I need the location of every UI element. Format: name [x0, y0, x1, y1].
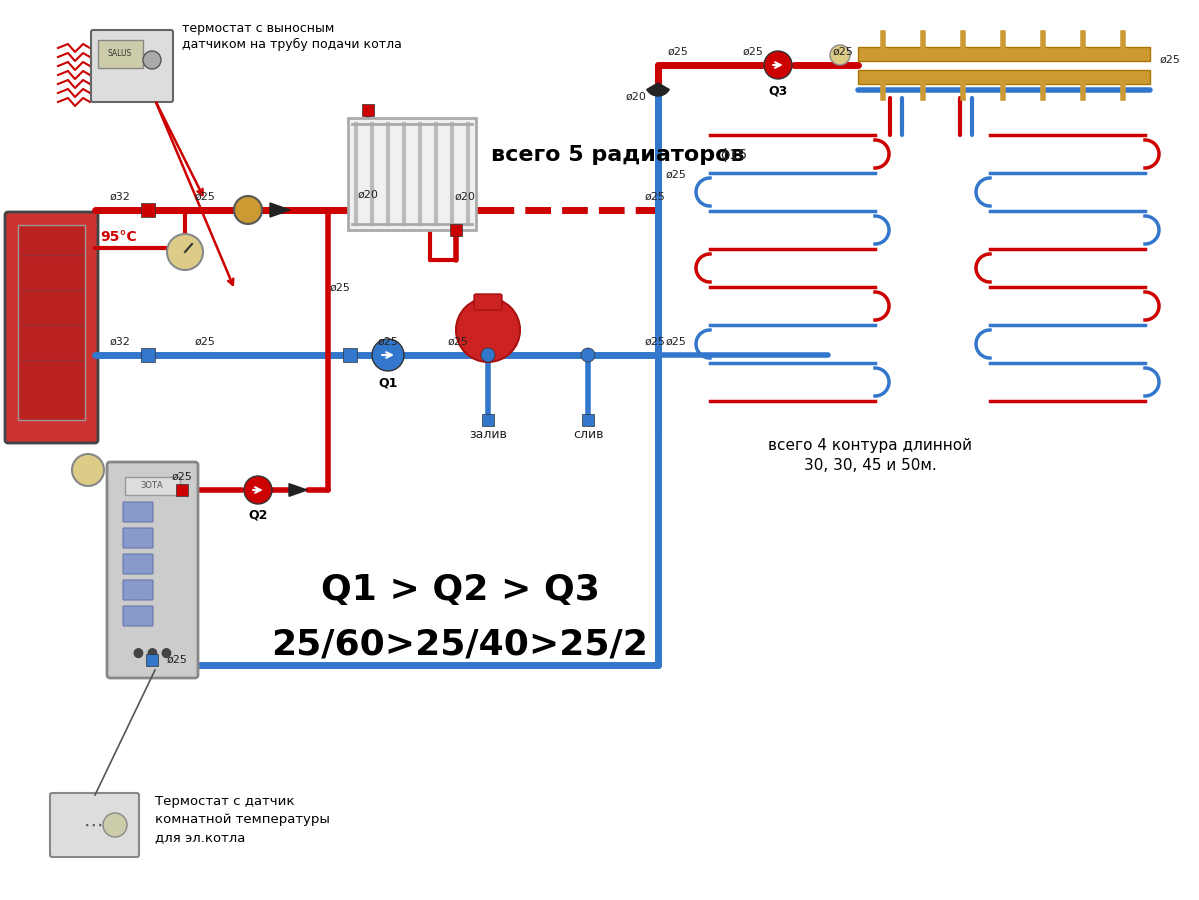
Polygon shape	[289, 483, 307, 496]
Bar	[348, 118, 476, 230]
FancyBboxPatch shape	[123, 580, 153, 600]
Circle shape	[167, 234, 203, 270]
Circle shape	[72, 454, 104, 486]
Circle shape	[764, 51, 793, 79]
Circle shape	[143, 51, 161, 69]
Text: Q3: Q3	[769, 84, 788, 97]
FancyBboxPatch shape	[91, 30, 173, 102]
Text: SALUS: SALUS	[108, 50, 132, 58]
Circle shape	[245, 476, 272, 504]
Bar	[125, 477, 180, 495]
Bar	[98, 40, 143, 68]
Circle shape	[372, 339, 404, 371]
FancyBboxPatch shape	[123, 606, 153, 626]
Bar	[858, 70, 1150, 84]
Bar	[582, 414, 594, 426]
Circle shape	[456, 298, 520, 362]
Text: ø25: ø25	[447, 337, 469, 347]
Bar	[362, 104, 374, 116]
Text: слив: слив	[573, 428, 603, 442]
Text: ø25: ø25	[194, 192, 216, 202]
Text: ø25: ø25	[832, 47, 854, 57]
FancyBboxPatch shape	[107, 462, 198, 678]
Text: ø25: ø25	[668, 47, 688, 57]
Text: ⋯: ⋯	[84, 815, 104, 834]
Bar	[141, 348, 155, 362]
Text: всего 4 контура длинной: всего 4 контура длинной	[769, 438, 972, 453]
Polygon shape	[270, 203, 290, 217]
Circle shape	[481, 348, 495, 362]
Text: ø25: ø25	[194, 337, 216, 347]
FancyBboxPatch shape	[474, 294, 502, 310]
Text: 25/60>25/40>25/2: 25/60>25/40>25/2	[271, 628, 649, 662]
Wedge shape	[646, 83, 669, 96]
Text: ⬤ ⬤ ⬤: ⬤ ⬤ ⬤	[133, 648, 171, 658]
Text: комнатной температуры: комнатной температуры	[155, 813, 330, 826]
Text: ø20: ø20	[454, 192, 476, 202]
Bar	[146, 654, 158, 666]
Circle shape	[234, 196, 263, 224]
Circle shape	[830, 45, 850, 65]
Text: термостат с выносным: термостат с выносным	[182, 22, 335, 35]
FancyBboxPatch shape	[50, 793, 139, 857]
Text: Термостат с датчик: Термостат с датчик	[155, 795, 295, 808]
Text: 95°C: 95°C	[100, 230, 137, 244]
Bar	[482, 414, 494, 426]
Text: 30, 30, 45 и 50м.: 30, 30, 45 и 50м.	[803, 458, 936, 473]
Text: ø25: ø25	[645, 337, 665, 347]
Text: ø25: ø25	[665, 170, 687, 180]
Text: Q1 > Q2 > Q3: Q1 > Q2 > Q3	[320, 573, 600, 607]
Text: Q2: Q2	[248, 509, 267, 522]
Text: датчиком на трубу подачи котла: датчиком на трубу подачи котла	[182, 38, 402, 51]
Text: ø20: ø20	[626, 92, 646, 102]
Text: ø32: ø32	[109, 337, 131, 347]
Text: ø20: ø20	[357, 190, 379, 200]
Text: всего 5 радиаторов: всего 5 радиаторов	[492, 145, 745, 165]
FancyBboxPatch shape	[123, 554, 153, 574]
Circle shape	[103, 813, 127, 837]
Text: ø25: ø25	[1159, 55, 1181, 65]
Text: ø32: ø32	[109, 192, 131, 202]
Circle shape	[582, 348, 595, 362]
Bar	[176, 484, 188, 496]
Text: ø25: ø25	[742, 47, 764, 57]
Bar	[343, 348, 357, 362]
FancyBboxPatch shape	[123, 502, 153, 522]
FancyBboxPatch shape	[123, 528, 153, 548]
Text: ø25: ø25	[378, 337, 398, 347]
Text: залив: залив	[469, 428, 507, 442]
Bar	[18, 225, 85, 420]
Text: ø25: ø25	[171, 472, 192, 482]
Text: ø25: ø25	[665, 337, 687, 347]
Text: Q1: Q1	[379, 376, 398, 389]
Text: ø25: ø25	[645, 192, 665, 202]
Bar	[450, 224, 462, 236]
Text: ϕ16: ϕ16	[721, 148, 747, 162]
Text: для эл.котла: для эл.котла	[155, 831, 246, 844]
FancyBboxPatch shape	[5, 212, 98, 443]
Bar	[858, 47, 1150, 61]
Text: ø25: ø25	[167, 655, 187, 665]
Text: ø25: ø25	[330, 283, 350, 293]
Text: ЗОТА: ЗОТА	[140, 482, 163, 490]
Bar	[141, 203, 155, 217]
